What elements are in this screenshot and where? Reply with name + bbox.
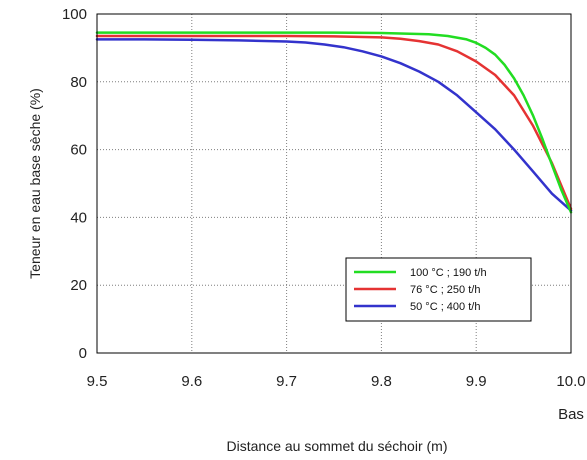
- x-tick-label: 10.0: [556, 373, 585, 390]
- y-tick-label: 100: [62, 6, 87, 23]
- y-tick-label: 80: [70, 74, 87, 91]
- plot-frame: [96, 13, 572, 354]
- x-axis-label: Distance au sommet du séchoir (m): [227, 438, 448, 454]
- series-line: [95, 34, 573, 211]
- legend-label: 50 °C ; 400 t/h: [410, 301, 480, 313]
- x-tick-label: 9.9: [466, 373, 487, 390]
- legend: 100 °C ; 190 t/h 76 °C ; 250 t/h 50 °C ; 4…: [345, 257, 532, 322]
- y-tick-label: 60: [70, 142, 87, 159]
- x-axis-end-label: Bas: [558, 406, 584, 423]
- x-tick-label: 9.7: [276, 373, 297, 390]
- y-tick-label: 20: [70, 277, 87, 294]
- legend-label: 100 °C ; 190 t/h: [410, 267, 487, 279]
- series-line: [95, 31, 573, 214]
- y-tick-label: 40: [70, 209, 87, 226]
- x-tick-labels: 9.5 9.6 9.7 9.8 9.9 10.0: [87, 373, 586, 390]
- x-tick-label: 9.8: [371, 373, 392, 390]
- series-line: [95, 38, 573, 212]
- legend-label: 76 °C ; 250 t/h: [410, 284, 480, 296]
- x-tick-label: 9.5: [87, 373, 108, 390]
- y-tick-label: 0: [79, 345, 87, 362]
- series-lines: [95, 31, 573, 214]
- y-axis-label: Teneur en eau base sèche (%): [27, 88, 43, 279]
- x-tick-label: 9.6: [181, 373, 202, 390]
- y-tick-labels: 0 20 40 60 80 100: [62, 6, 87, 362]
